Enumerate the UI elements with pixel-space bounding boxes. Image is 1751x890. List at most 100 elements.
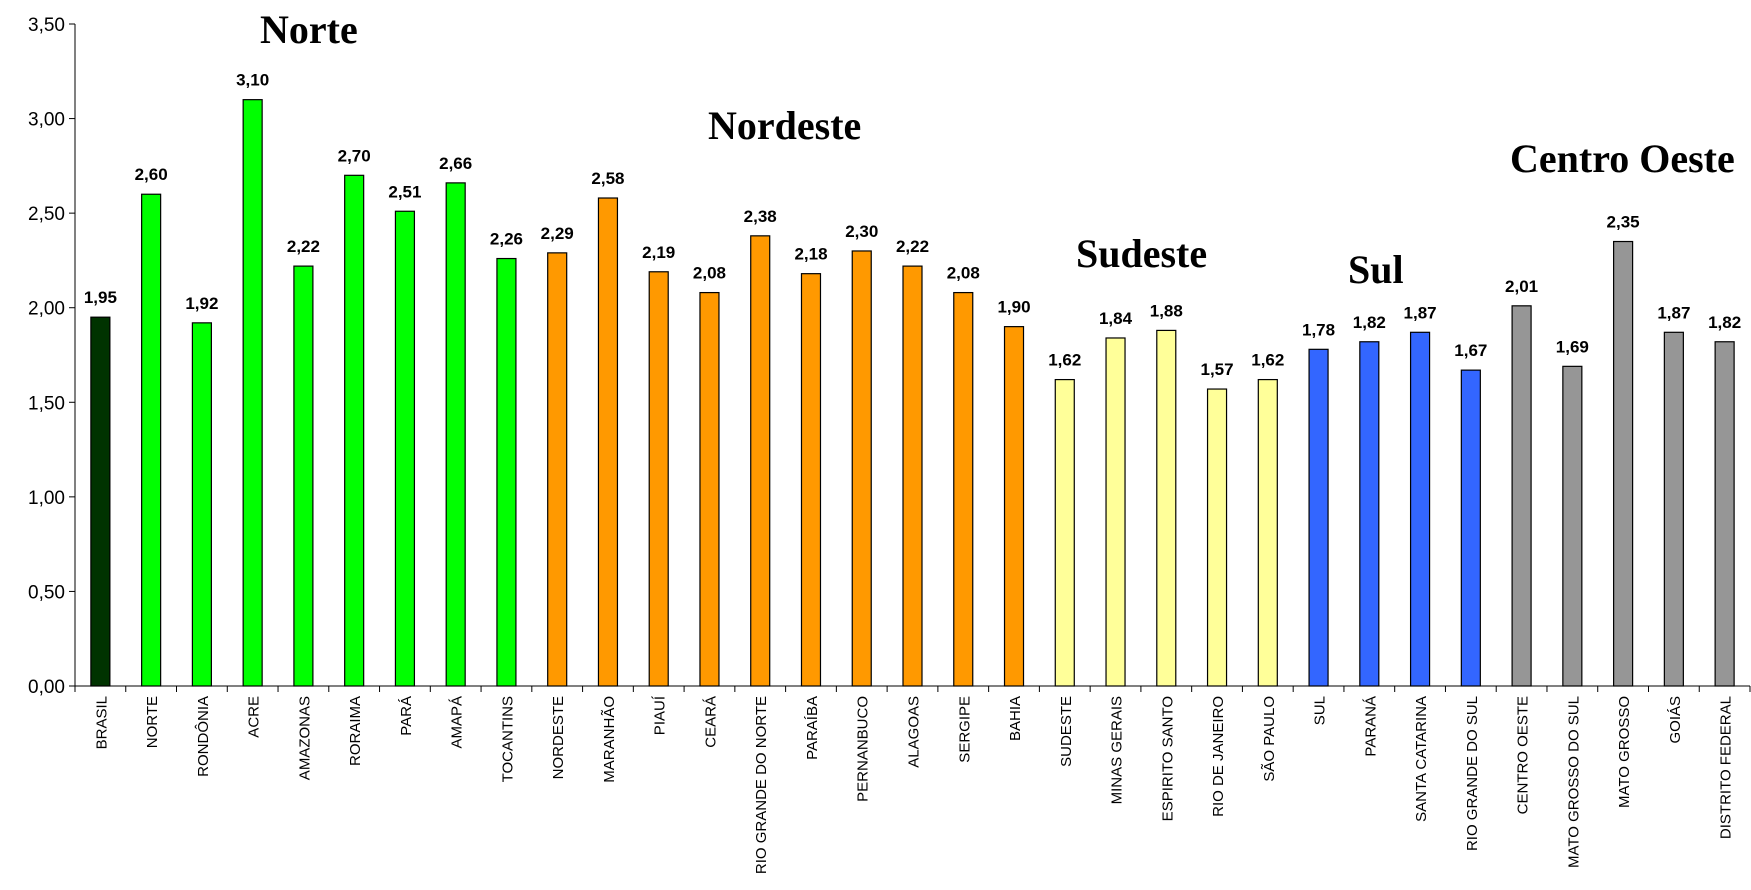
bar (597, 197, 619, 687)
category-label: SUL (1312, 696, 1329, 725)
category-label: BRASIL (93, 696, 110, 749)
category-label: PARAÍBA (804, 696, 821, 760)
bar (1714, 341, 1735, 687)
category-label: MATO GROSSO DO SUL (1565, 696, 1582, 868)
bar (547, 252, 568, 687)
bar (90, 316, 111, 687)
data-label: 1,62 (1251, 351, 1284, 370)
category-label: SUDESTE (1058, 696, 1075, 767)
category-label: CENTRO OESTE (1515, 696, 1532, 814)
data-label: 3,10 (236, 71, 269, 90)
data-label: 1,95 (84, 288, 117, 307)
data-label: 2,08 (947, 264, 980, 283)
data-label: 2,08 (693, 264, 726, 283)
data-label: 2,51 (388, 182, 421, 201)
bar (1206, 388, 1228, 687)
bar (851, 250, 872, 687)
data-label: 2,38 (744, 207, 777, 226)
y-tick-label: 1,00 (28, 488, 65, 509)
bar (1663, 331, 1684, 687)
bar (953, 291, 974, 687)
data-label: 2,26 (490, 230, 523, 249)
bar (1105, 337, 1126, 687)
bar (1156, 329, 1177, 687)
bar (1003, 326, 1025, 687)
bar (902, 265, 923, 687)
category-label: TOCANTINS (499, 696, 516, 782)
bar (1359, 341, 1380, 687)
data-label: 2,29 (541, 224, 574, 243)
data-label: 2,30 (845, 222, 878, 241)
bar (1460, 369, 1481, 687)
category-label: MINAS GERAIS (1109, 696, 1126, 804)
y-tick-label: 0,00 (28, 677, 65, 698)
bar (699, 291, 720, 687)
bar (242, 99, 263, 687)
data-label: 2,18 (794, 245, 827, 264)
category-label: GOIÁS (1667, 696, 1684, 744)
y-tick-label: 0,50 (28, 582, 65, 603)
bar (648, 271, 669, 687)
region-label-sul: Sul (1348, 247, 1404, 292)
data-label: 2,01 (1505, 277, 1538, 296)
bar (141, 193, 162, 687)
category-label: DISTRITO FEDERAL (1718, 696, 1735, 839)
bar (293, 265, 314, 687)
category-label: SERGIPE (956, 696, 973, 763)
category-label: SANTA CATARINA (1413, 696, 1430, 822)
y-tick-label: 1,50 (28, 393, 65, 414)
data-label: 1,88 (1150, 301, 1183, 320)
bar (1613, 240, 1634, 687)
category-label: RORAIMA (347, 696, 364, 766)
bar (800, 273, 822, 687)
data-label: 2,22 (287, 237, 320, 256)
bar (445, 182, 466, 687)
bar (1308, 348, 1329, 687)
bar (1409, 331, 1431, 687)
category-label: PARÁ (398, 696, 415, 736)
category-label: RIO GRANDE DO SUL (1464, 696, 1481, 851)
category-label: RONDÔNIA (195, 696, 212, 777)
data-label: 2,60 (135, 165, 168, 184)
data-label: 1,69 (1556, 337, 1589, 356)
bar (750, 235, 771, 687)
bar (1511, 305, 1532, 687)
region-label-nordeste: Nordeste (708, 103, 862, 148)
category-label: MARANHÃO (601, 696, 618, 783)
data-label: 1,90 (997, 298, 1030, 317)
bar (344, 174, 365, 687)
category-label: NORTE (144, 696, 161, 748)
bar (191, 322, 212, 687)
bar (1257, 378, 1278, 687)
data-label: 1,67 (1454, 341, 1487, 360)
data-label: 1,87 (1404, 303, 1437, 322)
y-tick-label: 3,50 (28, 15, 65, 36)
data-label: 2,66 (439, 154, 472, 173)
data-label: 2,58 (591, 169, 624, 188)
data-label: 2,35 (1607, 213, 1640, 232)
data-label: 1,92 (185, 294, 218, 313)
category-label: NORDESTE (550, 696, 567, 779)
data-label: 1,87 (1657, 303, 1690, 322)
data-label: 2,19 (642, 243, 675, 262)
category-label: PIAUÍ (652, 695, 669, 735)
category-label: SÃO PAULO (1261, 696, 1278, 782)
data-label: 1,82 (1353, 313, 1386, 332)
bar (394, 210, 416, 687)
data-label: 1,62 (1048, 351, 1081, 370)
bar (1054, 378, 1075, 687)
data-label: 1,82 (1708, 313, 1741, 332)
y-tick-label: 2,00 (28, 299, 65, 320)
data-label: 2,70 (338, 146, 371, 165)
category-label: PERNANBUCO (855, 696, 872, 802)
category-label: RIO DE JANEIRO (1210, 696, 1227, 817)
data-label: 2,22 (896, 237, 929, 256)
category-label: AMAZONAS (296, 696, 313, 780)
category-label: MATO GROSSO (1616, 696, 1633, 808)
data-label: 1,78 (1302, 320, 1335, 339)
data-label: 1,57 (1200, 360, 1233, 379)
category-label: CEARÁ (702, 696, 719, 748)
category-label: RIO GRANDE DO NORTE (753, 696, 770, 874)
y-tick-label: 2,50 (28, 204, 65, 225)
